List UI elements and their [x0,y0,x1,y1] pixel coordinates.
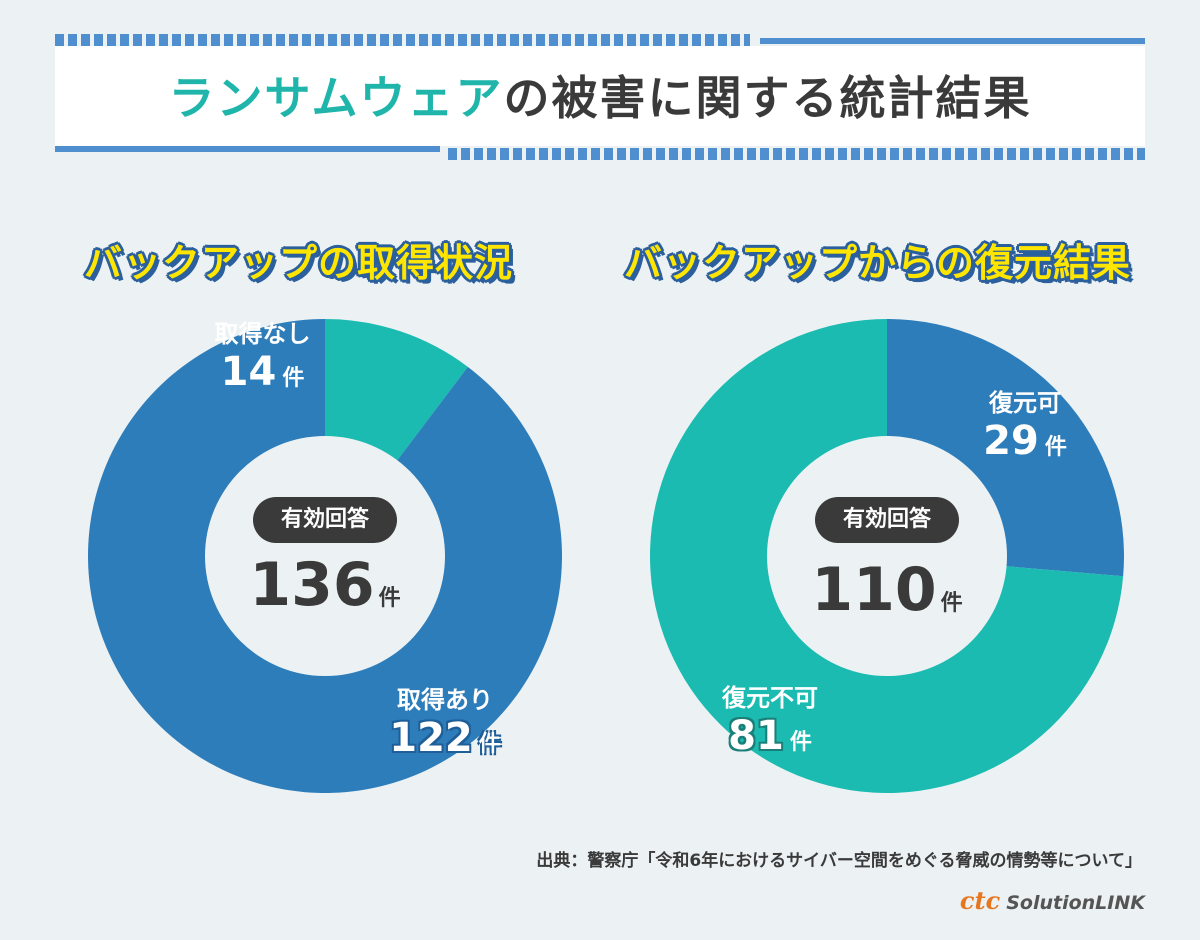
right-slice-1-category: 復元可 [989,389,1061,417]
source-citation: 出典：警察庁「令和6年におけるサイバー空間をめぐる脅威の情勢等について」 [536,851,1142,871]
right-chart-title: バックアップからの復元結果 [624,241,1132,285]
left-slice-1-category: 取得なし [214,320,311,348]
title-banner [55,46,1145,146]
title-decor-dashes-top [55,34,750,46]
left-total-unit: 件 [378,586,401,611]
right-total: 110 件 [787,555,987,625]
left-slice-1-unit: 件 [282,366,305,391]
left-slice-2-unit: 件 [478,732,501,757]
right-slice-label-2: 復元不可 81 件 [705,678,835,759]
right-total-unit: 件 [940,591,963,616]
right-slice-label-1: 復元可 29 件 [965,383,1085,464]
right-donut-hole [767,436,1007,676]
title-decor-line-bottom [55,146,440,152]
left-center-label: 有効回答 [253,497,397,543]
left-slice-2-category: 取得あり [397,686,493,714]
left-chart-title: バックアップの取得状況 [84,241,514,285]
left-total-value: 136 [249,550,375,620]
left-slice-label-1: 取得なし 14 件 [200,314,325,395]
page-title-rest: の被害に関する統計結果 [503,71,1032,125]
right-total-value: 110 [811,555,937,625]
left-slice-2-value: 122 [389,715,473,761]
right-slice-2-unit: 件 [789,730,812,755]
right-slice-2-value: 81 [728,713,784,759]
left-donut-hole [205,436,445,676]
logo-ctc: ctc [959,886,1001,915]
page-title-accent: ランサムウェア [168,71,504,125]
left-total: 136 件 [225,550,425,620]
left-slice-1-value: 14 [220,349,277,395]
page-title: ランサムウェアの被害に関する統計結果 [0,62,1200,128]
left-slice-label-2: 取得あり 122 件 [380,680,510,761]
right-slice-1-unit: 件 [1044,435,1067,460]
right-slice-2-category: 復元不可 [722,684,818,712]
title-decor-dashes-bottom [448,148,1145,160]
right-slice-1-value: 29 [983,418,1039,464]
brand-logo: ctc SolutionLINK [960,886,1145,915]
title-decor-line-top [760,38,1145,44]
right-center-label: 有効回答 [815,497,959,543]
logo-text: SolutionLINK [1006,892,1145,914]
